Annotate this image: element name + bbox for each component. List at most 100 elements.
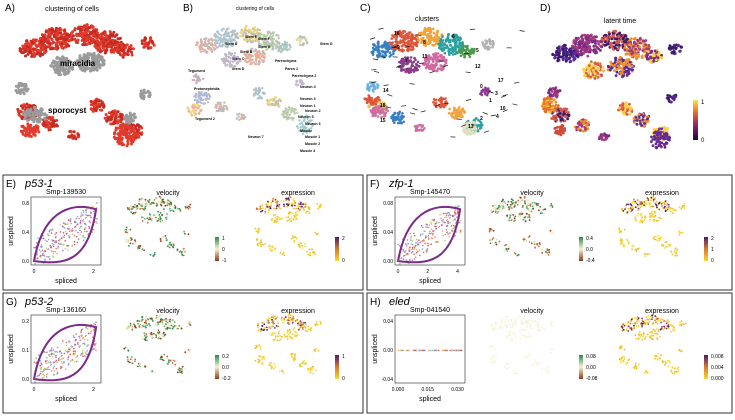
expression-colorbar-tick: 0 [342,258,345,264]
panel-c-title: clusters [415,16,440,23]
expression-colorbar-tick: 0 [711,258,714,264]
cluster-label: 11 [422,54,428,60]
cell-cluster [549,321,554,327]
x-tick-label: 2 [92,269,95,275]
y-tick-label: 0.00 [383,259,393,265]
cell-cluster [532,359,541,367]
velocity-colorbar [579,237,583,261]
cluster-label: Stem G [258,45,271,49]
cell-cluster [541,367,550,374]
cell-cluster [314,232,318,236]
cluster-label: 9 [397,45,400,51]
y-tick-label: 0.1 [22,348,29,354]
cell-cluster [255,355,266,365]
velocity-arrow [466,99,471,101]
panel-letter: H) [370,297,381,308]
cluster-label: Parenchyma [275,59,297,63]
cell-cluster [661,241,671,249]
cell-cluster [526,202,539,213]
cell-cluster [136,198,153,211]
cell-cluster [14,82,29,95]
cell-cluster [299,360,307,367]
velocity-arrow [374,71,379,72]
cell-cluster [268,362,276,370]
y-tick-label: 0.4 [22,230,29,236]
cell-cluster [654,353,662,361]
cell-cluster [538,206,546,214]
cell-cluster [306,248,316,256]
velocity-arrow [373,59,378,60]
cell-cluster [186,321,191,328]
panel-a-letter: A) [5,3,15,14]
velocity-title: velocity [520,308,544,315]
cell-cluster [505,213,517,222]
cell-cluster [667,207,676,214]
y-axis-label: unspliced [372,216,379,246]
cell-cluster [518,328,532,340]
cell-cluster [183,231,189,235]
cell-cluster [302,206,310,214]
cell-cluster [160,235,168,242]
cell-cluster [526,319,541,330]
cell-cluster [656,318,670,330]
sporocyst-cluster [20,122,41,138]
velocity-embedding [488,196,553,257]
expression-colorbar [704,355,708,379]
cluster-label: Stem B [240,50,253,54]
cell-cluster [633,112,651,127]
expression-embedding [254,314,321,375]
cell-cluster [598,132,610,141]
panel-d-colorbar [693,100,698,140]
cell-cluster [670,247,678,256]
cell-cluster [574,118,590,132]
expression-title: expression [281,308,315,315]
cell-cluster [644,196,657,208]
cluster-label: Neuron 7 [248,135,264,139]
velocity-colorbar-tick: 0.08 [586,354,596,360]
velocity-colorbar-tick: 1 [222,236,225,242]
cell-cluster [619,356,630,365]
x-tick-label: 0.030 [451,387,464,393]
cell-cluster [661,360,671,367]
y-tick-label: 0.8 [22,201,29,207]
velocity-colorbar-tick: 0.0 [222,365,229,371]
expression-embedding [619,315,687,375]
cell-cluster [633,362,640,369]
cluster-label: Tegument [188,69,206,73]
cell-cluster [172,325,183,330]
cell-cluster [123,346,131,352]
velocity-arrow [379,28,384,29]
cell-cluster [214,101,228,112]
cell-cluster [432,96,448,108]
cell-cluster [505,331,517,341]
expression-colorbar-tick: 0.004 [711,365,724,371]
velocity-embedding [488,314,554,374]
y-axis-label: unspliced [8,216,15,246]
cell-cluster [619,345,626,351]
cell-cluster [256,238,266,247]
panel-d-title: latent time [604,18,636,25]
cluster-label: 0 [480,84,483,90]
cell-cluster [541,248,550,256]
cell-cluster [531,241,541,249]
velocity-arrow [429,71,434,73]
velocity-arrow [409,84,414,85]
velocity-colorbar-tick: -1 [222,258,227,264]
y-axis-label: unspliced [372,334,379,364]
cell-cluster [265,198,282,211]
cluster-label: Stem C [232,57,245,61]
panel-b-title: clustering of cells [236,6,275,12]
cluster-label: 4 [496,114,499,120]
panel-a-label-sporocyst: sporocyst [48,106,87,115]
panel-b-letter: B) [183,3,193,14]
cell-cluster [630,316,647,328]
cell-cluster [185,204,192,210]
panel-a-label-miracidia: miracidia [60,59,96,68]
velocity-colorbar-tick: 0.0 [586,247,593,253]
x-tick-label: 0.015 [421,387,434,393]
y-tick-label: 0.08 [383,201,393,207]
